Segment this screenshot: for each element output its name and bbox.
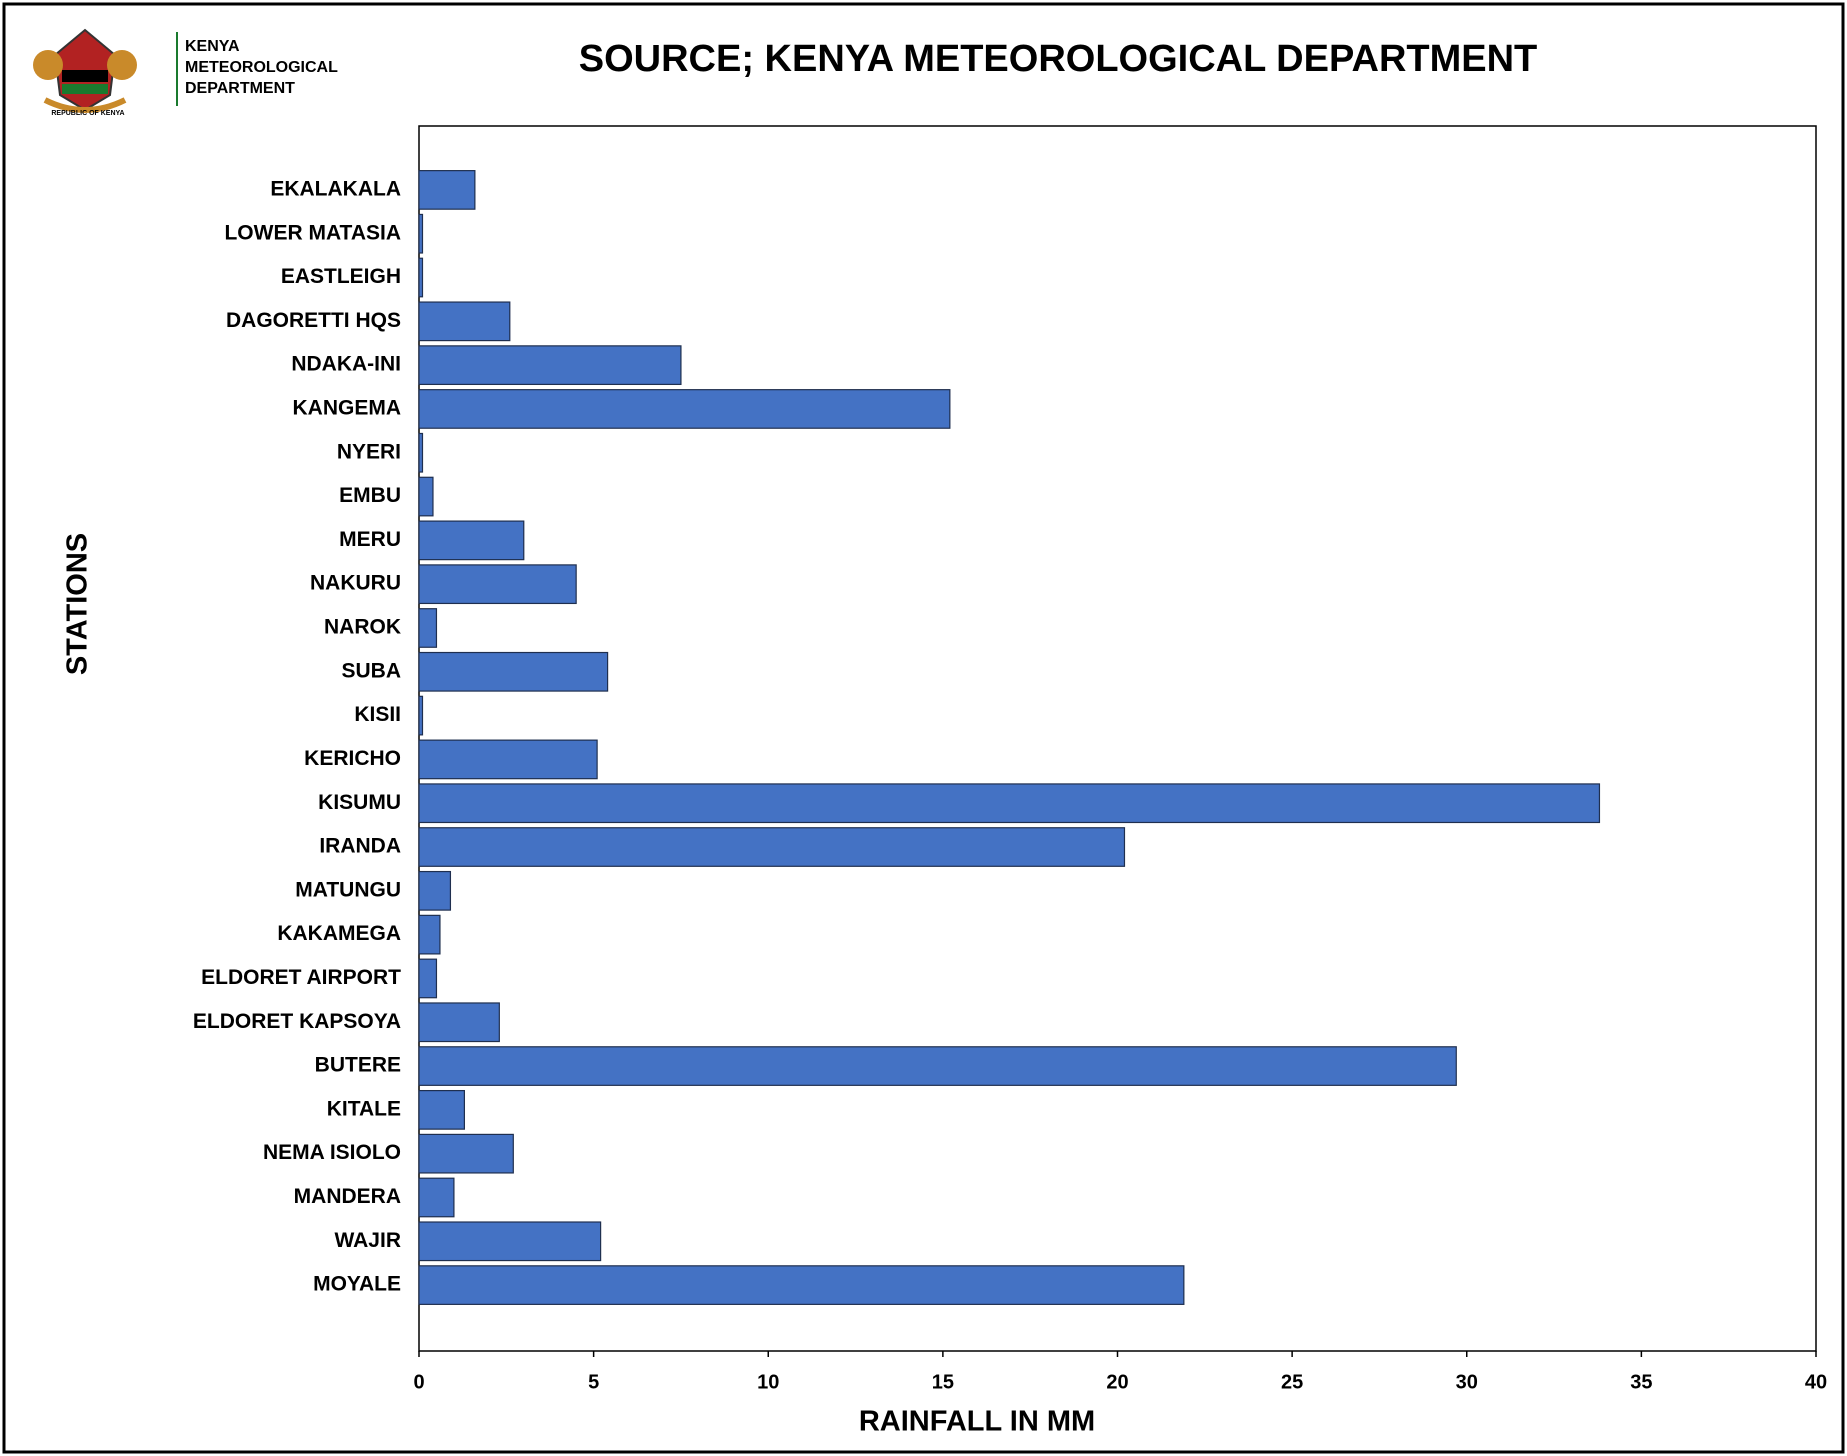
y-tick-label: EMBU: [339, 484, 401, 507]
bar: [418, 432, 424, 473]
bar: [418, 476, 434, 517]
logo-text: DEPARTMENT: [185, 80, 295, 97]
y-tick-label: MERU: [339, 528, 401, 551]
y-tick-label: NEMA ISIOLO: [263, 1141, 401, 1164]
y-tick-label: MOYALE: [313, 1273, 401, 1296]
y-tick-label: SUBA: [341, 659, 401, 682]
bar: [418, 257, 424, 298]
x-tick-label: 10: [757, 1371, 779, 1393]
bar: [418, 345, 682, 386]
bar: [418, 1177, 455, 1218]
bar: [418, 564, 577, 605]
bar: [418, 1089, 466, 1130]
bar: [418, 389, 951, 429]
logo-lion: [107, 50, 137, 80]
y-tick-label: MATUNGU: [295, 878, 401, 901]
y-tick-label: KANGEMA: [293, 396, 402, 419]
bar: [418, 1133, 514, 1174]
x-tick-label: 30: [1456, 1371, 1478, 1393]
logo-text: METEOROLOGICAL: [185, 59, 338, 76]
x-tick-label: 35: [1630, 1371, 1652, 1393]
bar: [418, 213, 424, 254]
logo-text: KENYA: [185, 38, 240, 55]
y-tick-label: DAGORETTI HQS: [226, 309, 401, 332]
y-tick-label: NYERI: [337, 440, 401, 463]
x-tick-label: 40: [1805, 1371, 1827, 1393]
logo: REPUBLIC OF KENYA KENYA METEOROLOGICAL D…: [33, 28, 338, 117]
logo-caption: REPUBLIC OF KENYA: [51, 110, 124, 117]
bar: [418, 651, 609, 692]
x-tick-label: 25: [1281, 1371, 1303, 1393]
x-tick-label: 15: [932, 1371, 954, 1393]
x-axis-label: RAINFALL IN MM: [859, 1406, 1095, 1438]
bar: [418, 870, 452, 911]
y-tick-label: MANDERA: [294, 1185, 401, 1208]
bar: [418, 739, 598, 780]
y-tick-label: KITALE: [327, 1097, 401, 1120]
y-tick-label: LOWER MATASIA: [224, 221, 401, 244]
bar: [418, 827, 1126, 867]
bar: [418, 914, 441, 955]
y-tick-label: EASTLEIGH: [281, 265, 401, 288]
y-tick-label: ELDORET AIRPORT: [201, 966, 401, 989]
bar: [418, 520, 525, 561]
bar: [418, 1046, 1457, 1086]
y-tick-label: IRANDA: [319, 835, 401, 858]
logo-lion: [33, 50, 63, 80]
bar: [418, 301, 511, 342]
logo-stripe: [62, 84, 108, 94]
y-tick-label: KERICHO: [304, 747, 401, 770]
y-tick-label: NDAKA-INI: [291, 353, 401, 376]
y-tick-label: BUTERE: [315, 1054, 401, 1077]
y-tick-label: EKALAKALA: [270, 177, 401, 200]
y-tick-label: KISUMU: [318, 791, 401, 814]
y-tick-label: KISII: [354, 703, 401, 726]
x-tick-label: 20: [1106, 1371, 1128, 1393]
y-tick-label: NAKURU: [310, 572, 401, 595]
y-tick-label: NAROK: [324, 616, 401, 639]
bar: [418, 1002, 500, 1043]
y-tick-label: KAKAMEGA: [277, 922, 401, 945]
logo-base: [43, 97, 127, 113]
x-tick-label: 0: [413, 1371, 424, 1393]
bar: [418, 958, 438, 999]
y-tick-label: ELDORET KAPSOYA: [193, 1010, 401, 1033]
logo-stripe: [62, 70, 108, 82]
bar: [418, 170, 476, 210]
x-tick-label: 5: [588, 1371, 599, 1393]
bar: [418, 695, 424, 736]
bar: [418, 1221, 602, 1262]
bar: [418, 1265, 1185, 1305]
bar: [418, 783, 1601, 824]
y-axis-label: STATIONS: [62, 533, 94, 675]
y-tick-label: WAJIR: [334, 1229, 401, 1252]
chart-title: SOURCE; KENYA METEOROLOGICAL DEPARTMENT: [579, 38, 1538, 80]
bar: [418, 608, 438, 648]
